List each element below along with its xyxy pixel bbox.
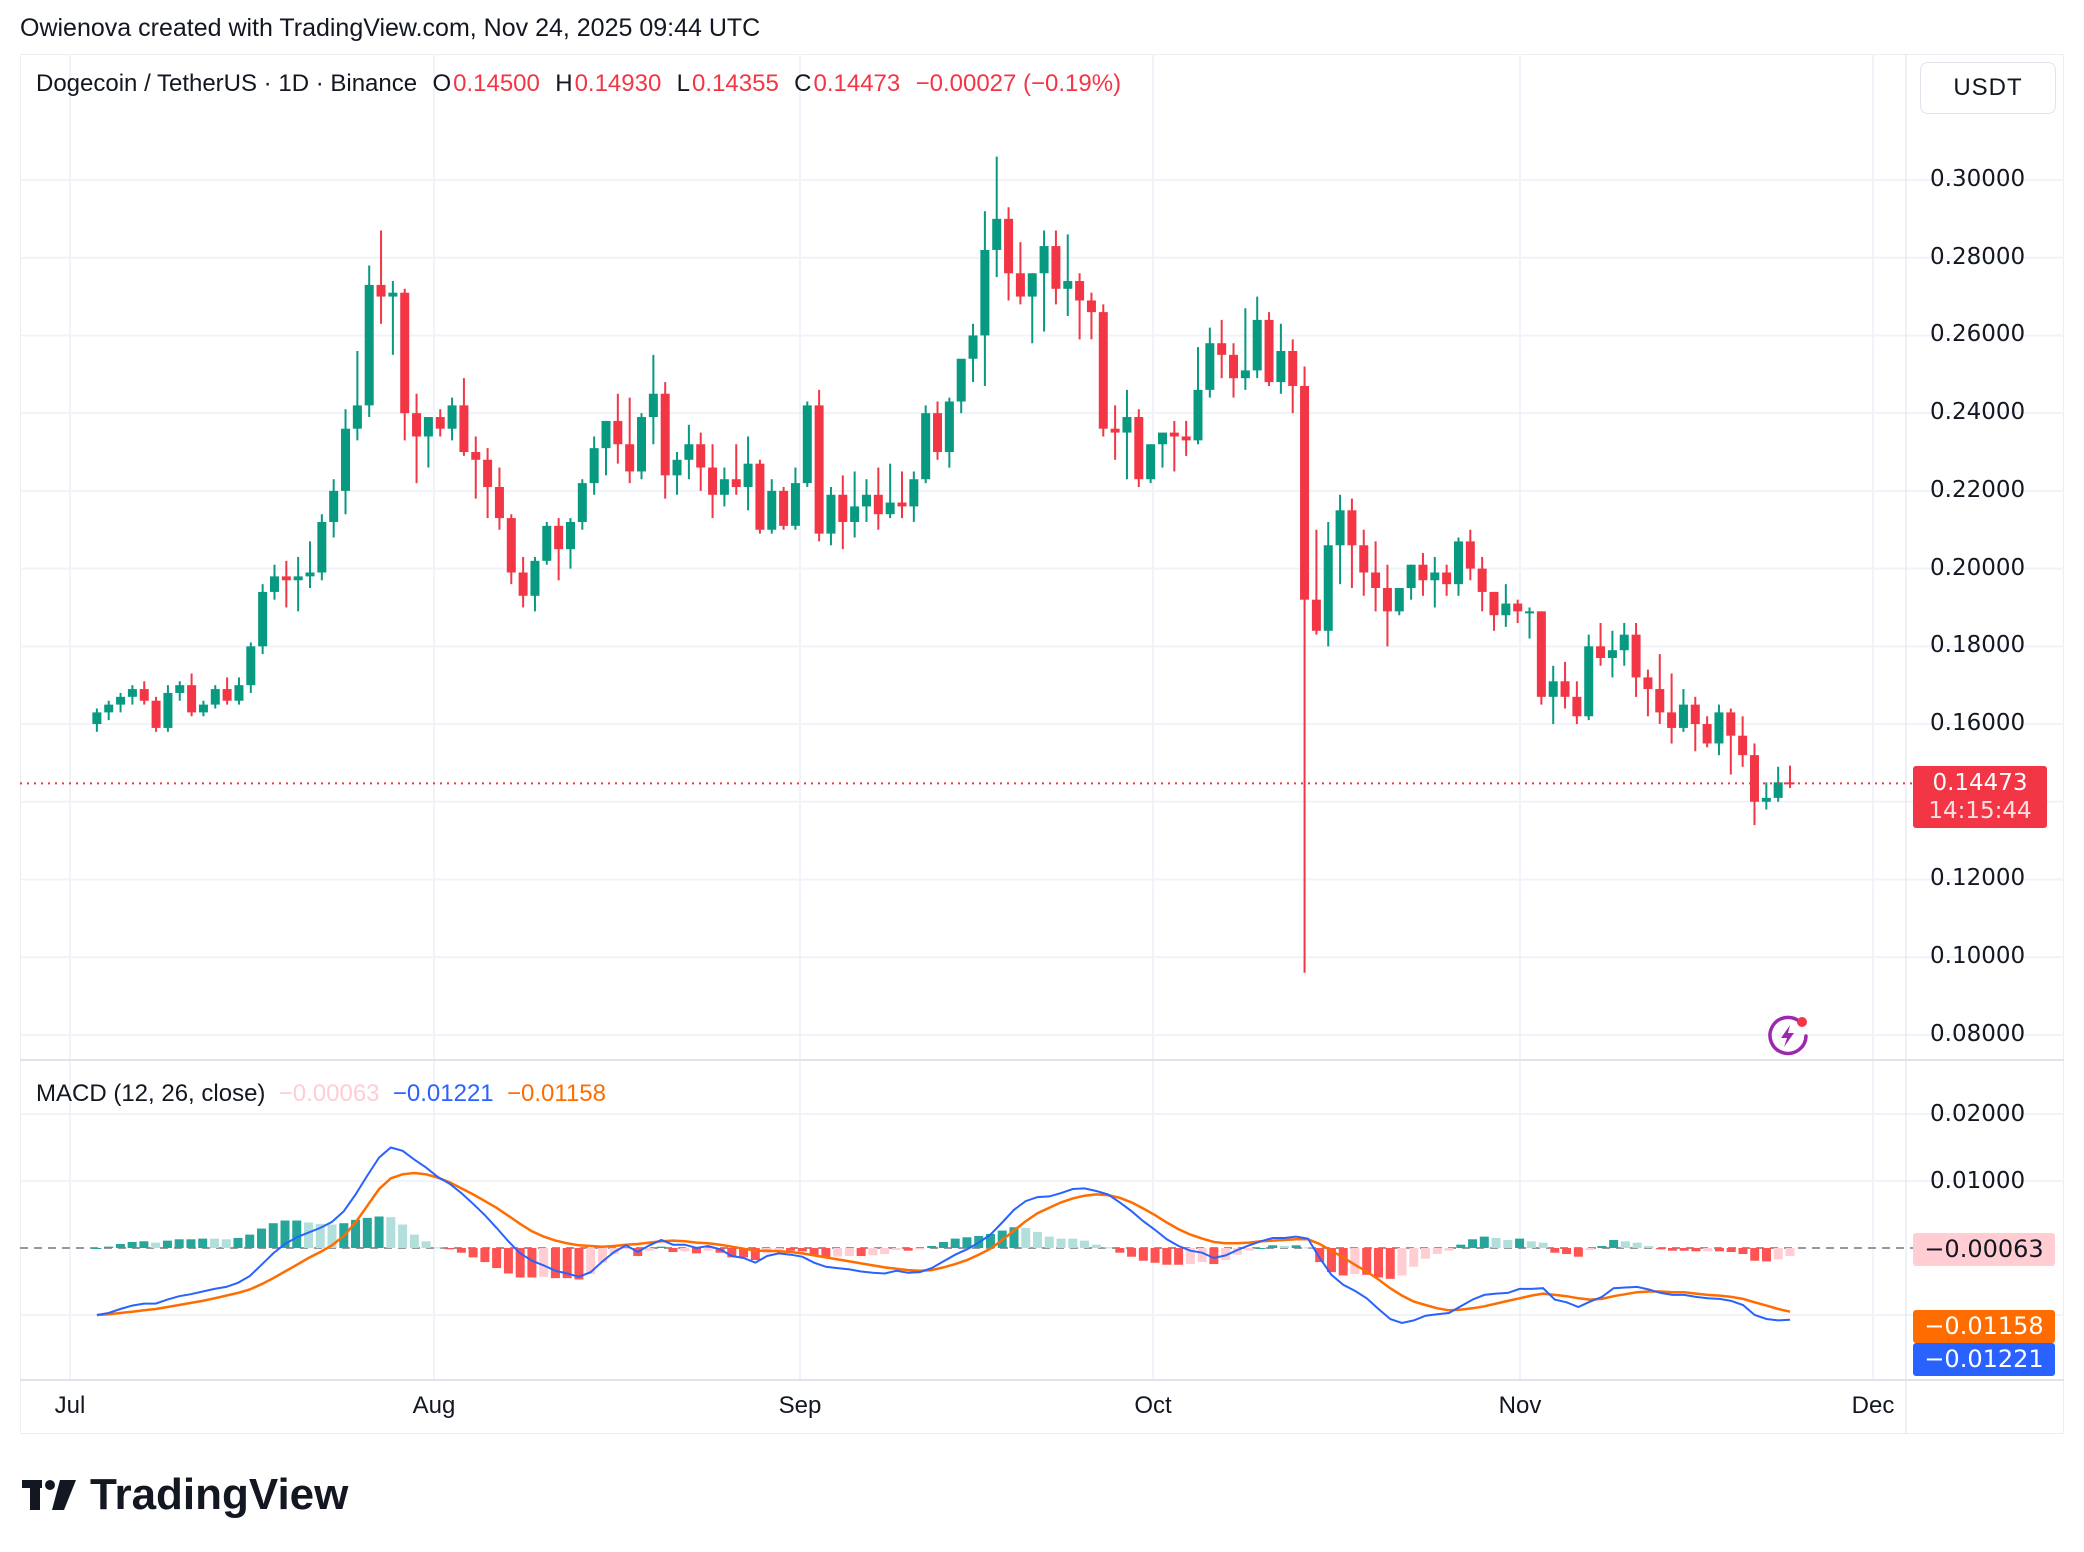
price-axis-label: 0.26000 xyxy=(1930,321,2026,348)
tradingview-logo-text: TradingView xyxy=(90,1470,349,1519)
open-value: 0.14500 xyxy=(453,70,540,97)
month-label: Aug xyxy=(412,1392,456,1419)
price-axis-label: 0.20000 xyxy=(1930,554,2026,581)
macd-signal-value: −0.01158 xyxy=(507,1080,606,1107)
month-label: Sep xyxy=(778,1392,822,1419)
price-axis-label: 0.12000 xyxy=(1930,865,2026,892)
price-axis-label: 0.08000 xyxy=(1930,1020,2026,1047)
macd-legend: MACD (12, 26, close) −0.00063 −0.01221 −… xyxy=(36,1080,606,1108)
month-label: Dec xyxy=(1851,1392,1895,1419)
macd-line-value: −0.01221 xyxy=(392,1080,494,1107)
macd-hist-value: −0.00063 xyxy=(278,1080,380,1107)
chart-frame xyxy=(20,54,2064,1434)
symbol-legend: Dogecoin / TetherUS · 1D · Binance O0.14… xyxy=(36,70,1122,97)
macd-signal-tag: −0.01158 xyxy=(1913,1310,2055,1343)
macd-title: MACD (12, 26, close) xyxy=(36,1080,266,1107)
price-axis-label: 0.22000 xyxy=(1930,476,2026,503)
change-value: −0.00027 (−0.19%) xyxy=(915,70,1122,97)
macd-axis-label: 0.02000 xyxy=(1930,1101,2026,1127)
close-value: 0.14473 xyxy=(813,70,901,97)
last-price-value: 0.14473 xyxy=(1932,770,2028,796)
alert-bolt-icon[interactable] xyxy=(1766,1014,1810,1058)
price-axis-label: 0.16000 xyxy=(1930,710,2026,737)
price-axis-label: 0.10000 xyxy=(1930,943,2026,970)
last-price-tag: 0.14473 14:15:44 xyxy=(1913,766,2047,828)
price-axis-label: 0.18000 xyxy=(1930,632,2026,659)
price-axis-label: 0.28000 xyxy=(1930,243,2026,270)
chart-credit: Owienova created with TradingView.com, N… xyxy=(20,14,761,42)
month-label: Nov xyxy=(1498,1392,1542,1419)
macd-axis-label: 0.01000 xyxy=(1930,1168,2026,1194)
symbol-title: Dogecoin / TetherUS · 1D · Binance xyxy=(36,70,418,97)
tradingview-logo-icon xyxy=(22,1480,76,1510)
macd-line-tag: −0.01221 xyxy=(1913,1343,2055,1376)
high-value: 0.14930 xyxy=(574,70,662,97)
low-value: 0.14355 xyxy=(692,70,779,97)
macd-hist-tag: −0.00063 xyxy=(1913,1233,2055,1266)
month-label: Oct xyxy=(1134,1392,1172,1419)
currency-unit-button[interactable]: USDT xyxy=(1920,62,2056,114)
price-axis-label: 0.30000 xyxy=(1930,166,2026,192)
tradingview-logo[interactable]: TradingView xyxy=(22,1470,348,1520)
price-axis-label: 0.24000 xyxy=(1930,399,2026,426)
month-label: Jul xyxy=(54,1392,86,1419)
bar-countdown: 14:15:44 xyxy=(1928,798,2032,824)
